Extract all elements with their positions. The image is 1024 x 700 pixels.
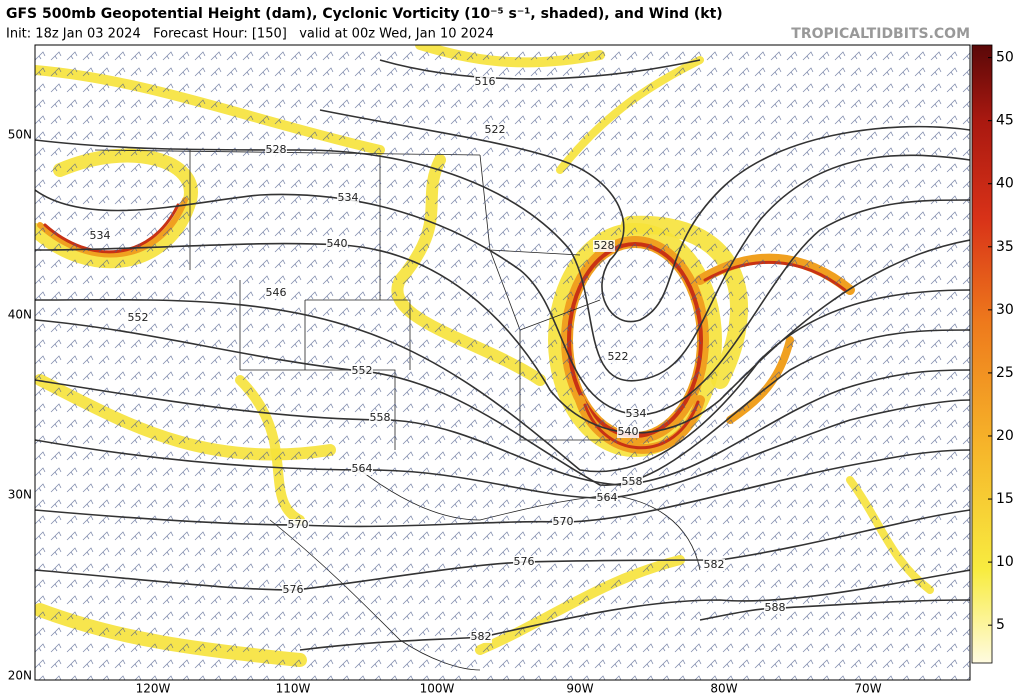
contour-label: 552 [128, 311, 149, 324]
colorbar-tick-label: 5 [996, 617, 1005, 633]
colorbar-tick-label: 45 [996, 113, 1014, 129]
lon-label: 70W [854, 682, 881, 696]
contour-label: 564 [352, 462, 373, 475]
contour-label: 570 [553, 515, 574, 528]
colorbar-tick-label: 30 [996, 302, 1014, 318]
contour-label-bg [265, 144, 287, 156]
lat-label: 40N [8, 308, 32, 322]
lon-label: 100W [420, 682, 455, 696]
contour-label-bg [89, 230, 111, 242]
colorbar-tick-label: 10 [996, 554, 1014, 570]
contour-label-bg [265, 287, 287, 299]
contour-label: 540 [618, 425, 639, 438]
contour-label: 534 [626, 407, 647, 420]
contour-label-bg [351, 365, 373, 377]
contour-label-bg [470, 631, 492, 643]
lon-label: 90W [566, 682, 593, 696]
contour-label-bg [326, 238, 348, 250]
contour-label-bg [337, 192, 359, 204]
contour-label: 558 [370, 411, 391, 424]
map [35, 45, 970, 680]
contour-label-bg [596, 492, 618, 504]
contour-label: 522 [608, 350, 629, 363]
contour-label: 576 [283, 583, 304, 596]
contour-label: 516 [475, 75, 496, 88]
colorbar-tick-label: 35 [996, 239, 1014, 255]
lon-label: 80W [710, 682, 737, 696]
contour-label: 582 [704, 558, 725, 571]
contour-label-bg [625, 408, 647, 420]
contour-label-bg [621, 476, 643, 488]
contour-label-bg [282, 584, 304, 596]
lon-label: 110W [276, 682, 311, 696]
contour-label-bg [607, 351, 629, 363]
lat-label: 20N [8, 669, 32, 683]
contour-label-bg [474, 76, 496, 88]
lat-label: 30N [8, 488, 32, 502]
lon-label: 120W [136, 682, 171, 696]
contour-label: 582 [471, 630, 492, 643]
contour-label: 534 [338, 191, 359, 204]
colorbar-tick-label: 15 [996, 491, 1014, 507]
contour-label-bg [764, 602, 786, 614]
contour-label: 528 [594, 239, 615, 252]
contour-label-bg [127, 312, 149, 324]
contour-label-bg [484, 124, 506, 136]
contour-label: 570 [288, 518, 309, 531]
contour-label: 540 [327, 237, 348, 250]
contour-label: 588 [765, 601, 786, 614]
contour-label-bg [552, 516, 574, 528]
contour-label-bg [703, 559, 725, 571]
colorbar-tick-label: 20 [996, 428, 1014, 444]
colorbar-tick-label: 40 [996, 176, 1014, 192]
contour-label: 564 [597, 491, 618, 504]
contour-label-bg [351, 463, 373, 475]
colorbar-tick-label: 50 [996, 50, 1014, 66]
contour-label: 558 [622, 475, 643, 488]
contour-label: 552 [352, 364, 373, 377]
map-frame [34, 44, 971, 681]
contour-label-bg [369, 412, 391, 424]
contour-label-bg [513, 556, 535, 568]
contour-label: 522 [485, 123, 506, 136]
lat-label: 50N [8, 128, 32, 142]
contour-label-bg [287, 519, 309, 531]
subtitle: Init: 18z Jan 03 2024 Forecast Hour: [15… [6, 27, 494, 42]
colorbar-tick-label: 25 [996, 365, 1014, 381]
colorbar [971, 44, 993, 664]
contour-label: 528 [266, 143, 287, 156]
contour-label: 576 [514, 555, 535, 568]
watermark: TROPICALTIDBITS.COM [791, 26, 970, 42]
title: GFS 500mb Geopotential Height (dam), Cyc… [6, 6, 723, 22]
contour-label: 534 [90, 229, 111, 242]
contour-label-bg [593, 240, 615, 252]
contour-label: 546 [266, 286, 287, 299]
contour-label-bg [617, 426, 639, 438]
